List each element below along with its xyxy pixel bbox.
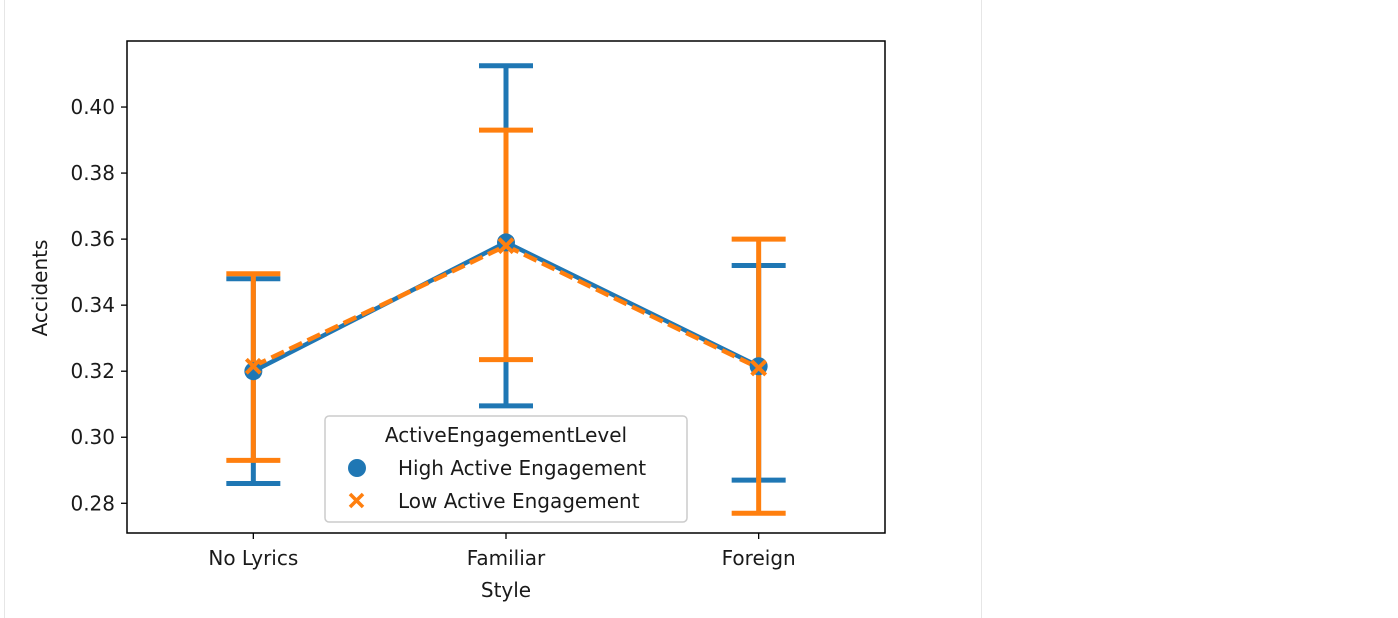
y-axis-label: Accidents — [28, 240, 52, 337]
notebook-output-cell — [4, 0, 982, 618]
plot-layer — [226, 63, 786, 516]
axes-layer: Style Accidents 0.28 0.30 0.32 0.34 0.36 0.38… — [28, 40, 886, 602]
legend-entry-low: Low Active Engagement — [398, 489, 640, 513]
legend-title: ActiveEngagementLevel — [385, 423, 627, 447]
y-tick-label: 0.40 — [70, 95, 115, 119]
y-tick-label: 0.30 — [70, 425, 115, 449]
y-tick-label: 0.28 — [70, 491, 115, 515]
series-line — [252, 243, 760, 370]
data-point-circle — [497, 233, 515, 252]
data-point-x — [750, 359, 768, 377]
x-tick-label: Familiar — [467, 546, 546, 570]
x-tick-label: No Lyrics — [208, 546, 298, 570]
y-tick-label: 0.36 — [70, 227, 115, 251]
legend-circle-marker-icon — [348, 459, 366, 477]
data-point-x — [244, 357, 262, 375]
data-point-x — [497, 237, 515, 255]
legend-x-marker-icon — [348, 492, 365, 509]
x-tick-label: Foreign — [722, 546, 796, 570]
data-point-circle — [244, 362, 263, 381]
y-tick-label: 0.34 — [70, 293, 115, 317]
x-axis-label: Style — [481, 578, 531, 602]
legend-frame — [324, 415, 688, 523]
y-tick-label: 0.38 — [70, 161, 115, 185]
legend-entry-high: High Active Engagement — [398, 456, 646, 480]
legend: ActiveEngagementLevel High Active Engage… — [324, 415, 688, 523]
y-tick-label: 0.32 — [70, 359, 115, 383]
